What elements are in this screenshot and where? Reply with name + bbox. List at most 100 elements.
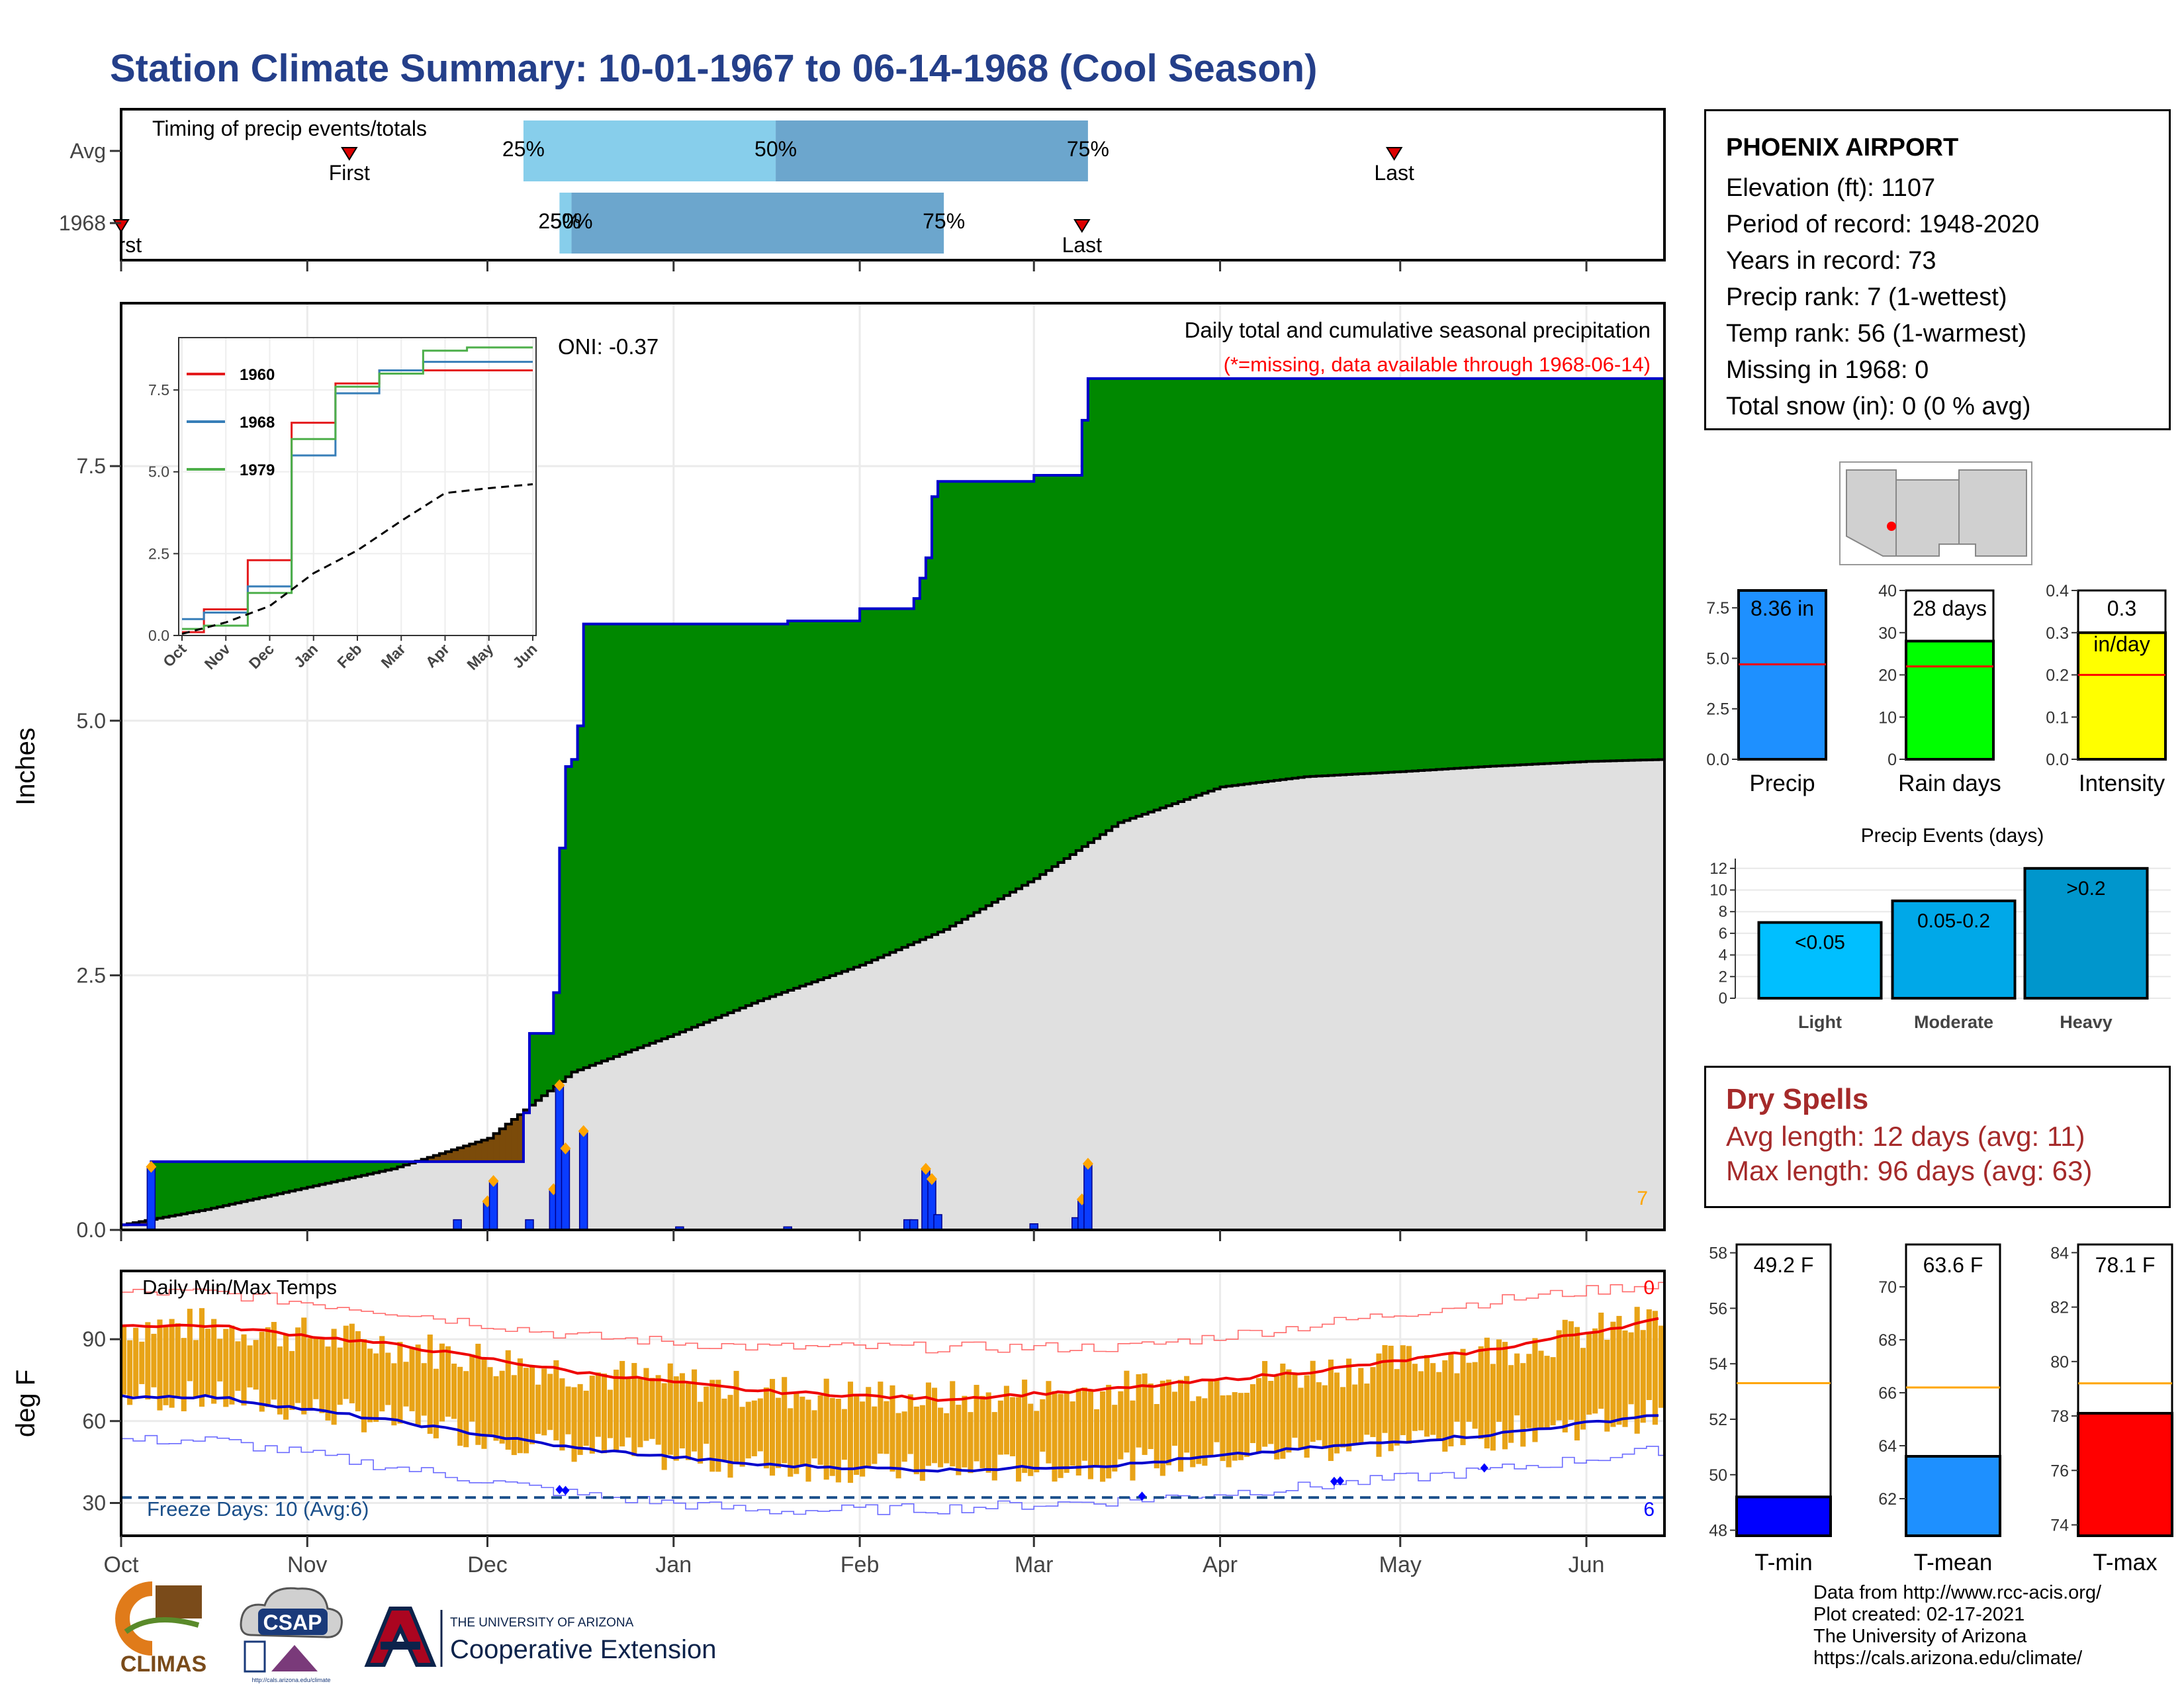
daily-temp-range-bar — [1142, 1373, 1148, 1455]
average-max-line — [120, 1317, 1659, 1402]
above-average-band — [169, 1161, 176, 1217]
above-average-band — [1400, 378, 1407, 772]
daily-temp-range-bar — [625, 1378, 631, 1438]
above-average-band — [229, 1161, 236, 1205]
daily-temp-range-bar — [373, 1353, 379, 1422]
daily-temp-range-bar — [127, 1340, 133, 1405]
daily-temp-range-bar — [631, 1363, 637, 1456]
summary-bar-value-unit: in/day — [2093, 632, 2150, 656]
last-event-label: Last — [1062, 233, 1103, 257]
temp-summary-bar-t-mean — [1905, 1455, 2001, 1537]
above-average-band — [745, 624, 752, 1006]
daily-temp-range-bar — [337, 1347, 343, 1405]
daily-temp-range-bar — [343, 1325, 349, 1399]
daily-temp-range-bar — [259, 1331, 265, 1412]
daily-temp-range-bar — [1208, 1381, 1214, 1456]
daily-temp-range-bar — [776, 1397, 782, 1468]
above-average-band — [1598, 378, 1605, 761]
daily-temp-range-bar — [487, 1367, 493, 1436]
above-average-band — [794, 621, 800, 988]
daily-temp-range-bar — [661, 1383, 667, 1470]
above-average-band — [1184, 378, 1191, 800]
daily-temp-range-bar — [217, 1338, 223, 1382]
above-average-band — [1190, 378, 1197, 798]
oni-label: ONI: -0.37 — [558, 334, 659, 359]
summary-bar-tick-label: 2.5 — [1706, 700, 1729, 719]
above-average-band — [1220, 378, 1227, 787]
record-low-marker — [1330, 1476, 1338, 1486]
temp-x-tick-label: Dec — [467, 1552, 507, 1577]
daily-temp-range-bar — [451, 1363, 457, 1419]
record-low-marker — [1138, 1491, 1146, 1501]
daily-temp-range-bar — [1394, 1369, 1400, 1446]
daily-temp-range-bar — [685, 1383, 692, 1460]
temp-summary-tick-label: 48 — [1709, 1522, 1727, 1540]
daily-temp-range-bar — [553, 1360, 559, 1440]
temp-y-tick-label: 30 — [82, 1491, 106, 1515]
below-average-band — [433, 1155, 440, 1162]
above-average-band — [1460, 378, 1467, 769]
daily-temp-range-bar — [463, 1371, 469, 1448]
above-average-band — [1064, 475, 1071, 859]
above-average-band — [271, 1161, 278, 1196]
above-average-band — [878, 608, 884, 958]
top-event-marker — [926, 1173, 937, 1186]
summary-bar-tick-label: 0 — [1888, 751, 1897, 769]
summary-bar-label: Rain days — [1898, 771, 2001, 796]
daily-precip-bar — [1083, 1163, 1093, 1231]
daily-temp-range-bar — [1460, 1348, 1466, 1446]
daily-temp-range-bar — [1069, 1401, 1075, 1466]
above-average-band — [1628, 378, 1635, 761]
daily-temp-range-bar — [1400, 1345, 1406, 1436]
above-average-band — [187, 1161, 194, 1213]
daily-temp-range-bar — [721, 1398, 727, 1461]
summary-bar-tick-label: 30 — [1878, 624, 1897, 643]
above-average-band — [979, 481, 987, 910]
summary-bar-tick-label: 10 — [1878, 708, 1897, 727]
above-average-band — [769, 624, 776, 997]
summary-bar-value: 28 days — [1913, 596, 1987, 620]
temp-summary-tick-label: 80 — [2050, 1353, 2069, 1372]
ua-small-text: THE UNIVERSITY OF ARIZONA — [450, 1616, 634, 1630]
temp-summary-tick-label: 66 — [1878, 1384, 1897, 1403]
daily-temp-range-bar — [175, 1323, 181, 1397]
above-average-band — [601, 624, 608, 1061]
daily-temp-range-bar — [655, 1375, 661, 1445]
daily-temp-range-bar — [403, 1362, 409, 1407]
summary-bar-tick-label: 40 — [1878, 582, 1897, 600]
summary-bar-label: Intensity — [2079, 771, 2165, 796]
timing-p75-label: 75% — [923, 209, 965, 233]
above-average-band — [901, 608, 909, 948]
top-event-marker — [488, 1175, 499, 1188]
daily-temp-range-bar — [193, 1340, 199, 1399]
above-average-band — [313, 1161, 320, 1186]
observed-cumulative-line — [121, 377, 1664, 1227]
freeze-days-label: Freeze Days: 10 (Avg:6) — [147, 1497, 369, 1521]
inset-series-line-1979 — [182, 346, 533, 630]
daily-temp-range-bar — [991, 1412, 997, 1481]
daily-temp-range-bar — [1040, 1399, 1046, 1452]
daily-temp-range-bar — [1118, 1391, 1124, 1460]
above-average-band — [1484, 378, 1491, 767]
daily-temp-range-bar — [1556, 1330, 1562, 1421]
summary-bars: 8.36 in 0.0 2.5 5.0 7.5 Precip 28 days 0 10 20 30 4… — [1706, 582, 2167, 796]
timing-p50-label: 50% — [551, 209, 593, 233]
temp-y-label: deg F — [11, 1370, 40, 1437]
daily-temp-range-bar — [151, 1333, 157, 1387]
temp-summary-tick-label: 50 — [1709, 1466, 1727, 1485]
daily-temp-range-bar — [1052, 1391, 1058, 1482]
above-average-band — [403, 1161, 410, 1165]
daily-temp-range-bar — [698, 1401, 704, 1464]
timing-p50-label: 50% — [754, 137, 797, 161]
daily-temp-range-bar — [541, 1368, 547, 1436]
top-event-marker — [146, 1160, 157, 1173]
missing-count: 7 — [1637, 1188, 1648, 1209]
daily-temp-range-bar — [1412, 1364, 1418, 1431]
temp-summary-tick-label: 82 — [2050, 1299, 2069, 1317]
summary-bar-tick-label: 0.0 — [2046, 751, 2069, 769]
above-average-band — [1496, 378, 1503, 767]
daily-temp-range-bar — [433, 1368, 439, 1438]
above-average-band — [1316, 378, 1323, 776]
above-average-band — [1640, 378, 1647, 761]
above-average-band — [1034, 475, 1040, 879]
